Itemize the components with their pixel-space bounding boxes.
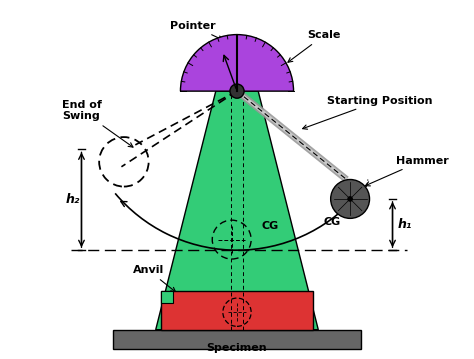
- Text: Scale: Scale: [288, 30, 341, 62]
- Bar: [113, 330, 361, 349]
- Text: Specimen: Specimen: [207, 343, 267, 353]
- Text: CG: CG: [262, 221, 279, 231]
- Polygon shape: [155, 91, 319, 330]
- Text: Pointer: Pointer: [170, 21, 223, 40]
- Text: End of
Swing: End of Swing: [62, 100, 133, 147]
- Text: Starting Position: Starting Position: [302, 95, 433, 129]
- Circle shape: [230, 84, 244, 98]
- Text: h₁: h₁: [398, 218, 412, 231]
- Bar: [161, 291, 313, 330]
- Text: Hammer: Hammer: [365, 155, 449, 186]
- Circle shape: [331, 180, 370, 218]
- Text: Anvil: Anvil: [133, 265, 175, 292]
- Circle shape: [348, 197, 352, 201]
- Text: CG: CG: [324, 218, 341, 228]
- Text: h₂: h₂: [65, 194, 80, 206]
- Wedge shape: [181, 34, 293, 91]
- Polygon shape: [161, 291, 173, 303]
